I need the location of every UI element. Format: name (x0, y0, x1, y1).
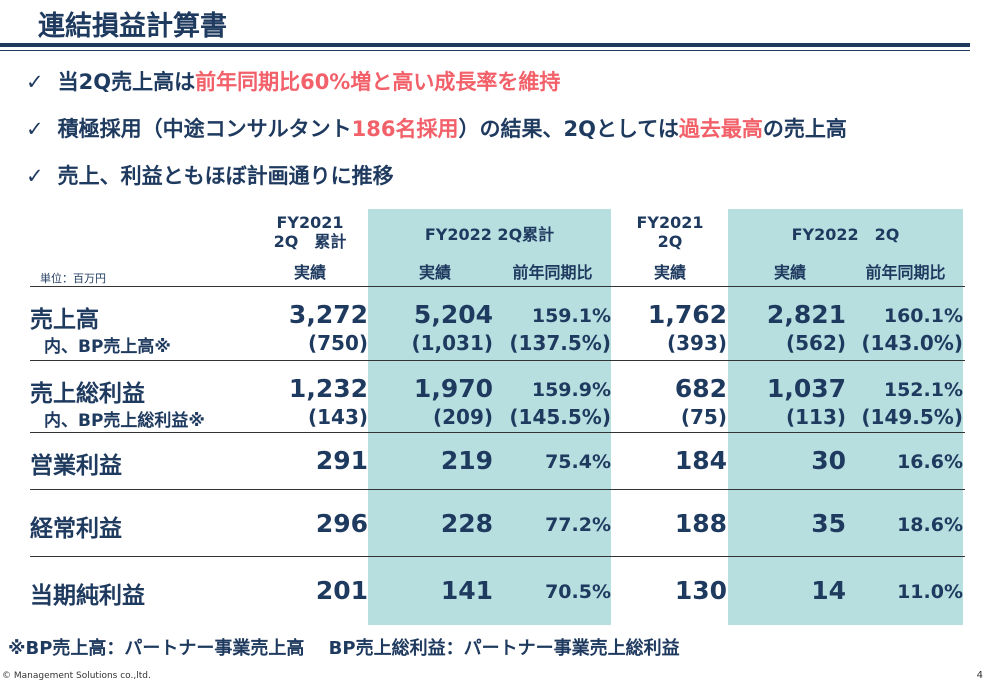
cell-value: 70.5% (545, 581, 611, 603)
cell-value: 1,232 (288, 374, 368, 403)
header-yoy: 前年同期比 (865, 263, 946, 282)
unit-label: 単位：百万円 (40, 272, 106, 285)
footnote: ※BP売上高：パートナー事業売上高 BP売上総利益：パートナー事業売上総利益 (8, 638, 680, 659)
divider (30, 432, 965, 433)
check-icon: ✓ (26, 164, 44, 188)
cell-value: 184 (674, 446, 727, 475)
header-fy2022-cum: FY2022 2Q累計 (424, 225, 555, 244)
cell-value: 5,204 (413, 300, 493, 329)
cell-value: 77.2% (545, 514, 611, 536)
header-actual: 実績 (773, 263, 806, 282)
cell-sub-value: (75) (680, 405, 727, 429)
bullet-highlight: 186名採用 (351, 117, 459, 141)
cell-value: 219 (440, 446, 493, 475)
bullet-text: 当2Q売上高は (57, 70, 196, 94)
cell-sub-value: (145.5%) (509, 405, 611, 429)
bullet-text: 売上、利益ともほぼ計画通りに推移 (57, 164, 394, 188)
cell-value: 188 (674, 509, 727, 538)
cell-value: 30 (811, 446, 846, 475)
cell-sub-value: (1,031) (411, 331, 493, 355)
cell-sub-value: (149.5%) (861, 405, 963, 429)
bullet-2: ✓ 積極採用（中途コンサルタント186名採用）の結果、2Qとしては過去最高の売上高 (26, 113, 847, 143)
cell-value: 3,272 (288, 300, 368, 329)
divider (30, 489, 965, 490)
row-sub-label: 内、BP売上高※ (44, 337, 171, 357)
bullet-highlight: 前年同期比60%増と高い成長率を維持 (195, 70, 561, 94)
cell-value: 130 (674, 576, 727, 605)
title-underline (0, 43, 970, 47)
cell-sub-value: (143) (307, 405, 368, 429)
title-underline-thin (0, 50, 970, 51)
cell-value: 2,821 (766, 300, 846, 329)
cell-value: 1,037 (766, 374, 846, 403)
fy2022-cumulative-band (368, 209, 611, 625)
cell-sub-value: (113) (785, 405, 846, 429)
row-sub-label: 内、BP売上総利益※ (44, 411, 205, 431)
cell-value: 291 (315, 446, 368, 475)
divider (30, 556, 965, 557)
cell-sub-value: (393) (666, 331, 727, 355)
check-icon: ✓ (26, 117, 44, 141)
header-yoy: 前年同期比 (512, 263, 593, 282)
row-label: 経常利益 (30, 516, 122, 542)
row-label: 当期純利益 (30, 583, 145, 609)
row-label: 売上総利益 (30, 381, 145, 407)
bullet-text: 積極採用（中途コンサルタント (57, 117, 352, 141)
cell-sub-value: (143.0%) (861, 331, 963, 355)
page-title: 連結損益計算書 (38, 11, 227, 42)
cell-value: 1,970 (413, 374, 493, 403)
page-number: 4 (976, 670, 983, 681)
cell-value: 16.6% (897, 451, 963, 473)
cell-value: 35 (811, 509, 846, 538)
cell-value: 141 (440, 576, 493, 605)
header-actual: 実績 (418, 263, 451, 282)
bullet-1: ✓ 当2Q売上高は前年同期比60%増と高い成長率を維持 (26, 66, 560, 96)
cell-value: 1,762 (647, 300, 727, 329)
cell-value: 75.4% (545, 451, 611, 473)
cell-value: 14 (811, 576, 846, 605)
cell-value: 201 (315, 576, 368, 605)
cell-value: 159.1% (531, 305, 611, 327)
bullet-text: ）の結果、2Qとしては (458, 117, 679, 141)
cell-value: 18.6% (897, 514, 963, 536)
cell-sub-value: (562) (785, 331, 846, 355)
cell-value: 296 (315, 509, 368, 538)
divider (30, 286, 965, 287)
header-actual: 実績 (293, 263, 326, 282)
header-fy2021-cum: FY2021 2Q 累計 (273, 213, 347, 251)
fy2022-2q-band (728, 209, 963, 625)
row-label: 営業利益 (30, 453, 122, 479)
cell-sub-value: (137.5%) (509, 331, 611, 355)
cell-value: 11.0% (897, 581, 963, 603)
cell-sub-value: (209) (432, 405, 493, 429)
divider (30, 360, 965, 361)
cell-value: 228 (440, 509, 493, 538)
bullet-3: ✓ 売上、利益ともほぼ計画通りに推移 (26, 160, 394, 190)
header-fy2022-2q: FY2022 2Q (791, 225, 900, 244)
copyright: © Management Solutions co.,ltd. (2, 671, 151, 681)
cell-value: 159.9% (531, 379, 611, 401)
header-fy2021-2q: FY2021 2Q (636, 213, 704, 251)
check-icon: ✓ (26, 70, 44, 94)
cell-value: 152.1% (883, 379, 963, 401)
row-label: 売上高 (30, 307, 99, 333)
cell-value: 160.1% (883, 305, 963, 327)
header-actual: 実績 (653, 263, 686, 282)
cell-value: 682 (674, 374, 727, 403)
bullet-highlight: 過去最高 (678, 117, 763, 141)
bullet-text: の売上高 (762, 117, 847, 141)
cell-sub-value: (750) (307, 331, 368, 355)
